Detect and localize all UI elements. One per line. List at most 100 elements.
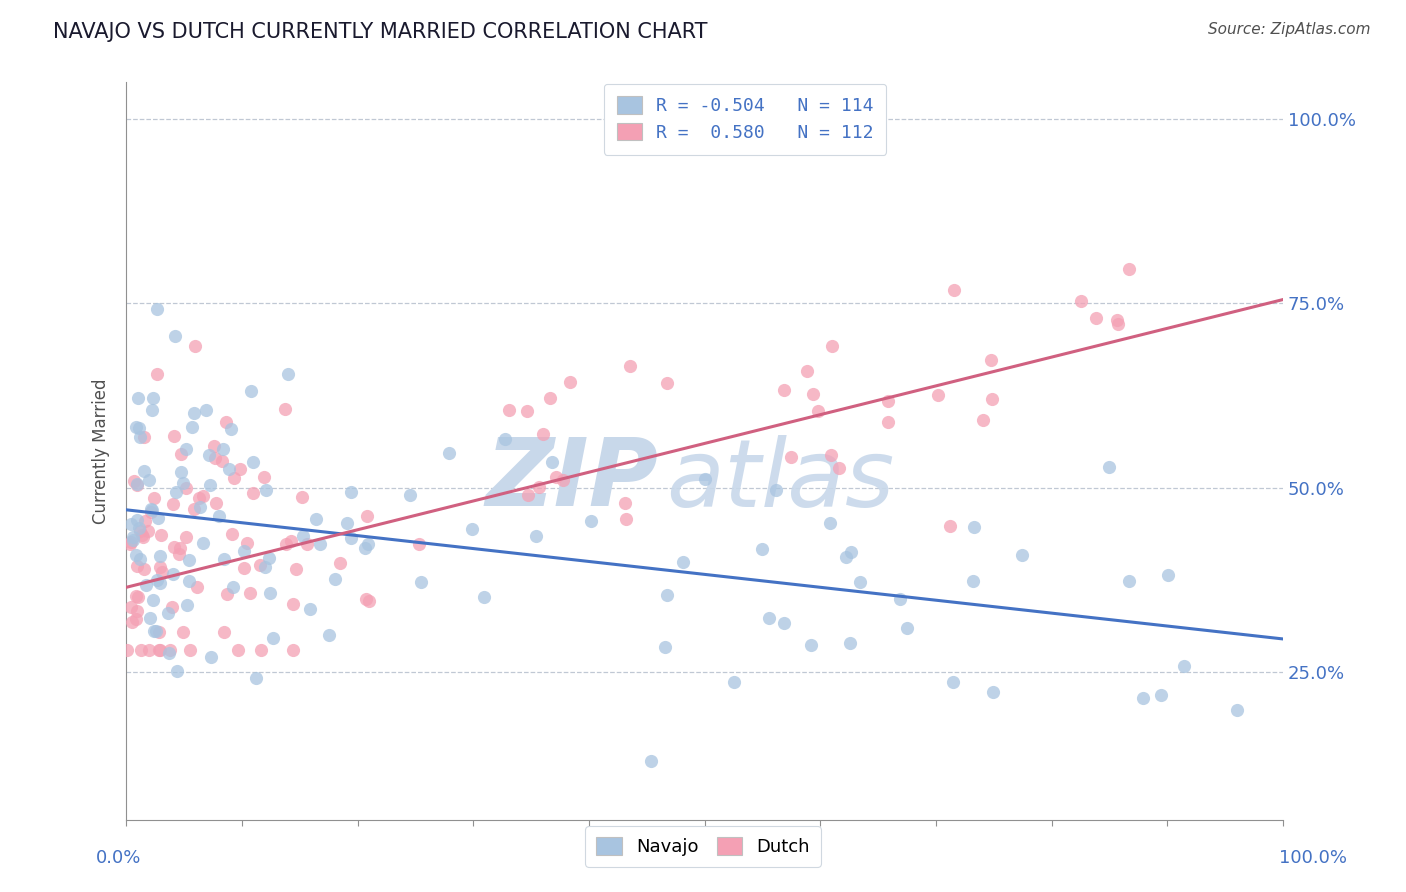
- Point: [198, 478, 221, 492]
- Point: [172, 476, 194, 491]
- Point: [695, 472, 717, 486]
- Point: [146, 302, 169, 317]
- Point: [191, 490, 214, 504]
- Point: [129, 430, 152, 444]
- Point: [141, 402, 163, 417]
- Point: [1107, 312, 1129, 326]
- Y-axis label: Currently Married: Currently Married: [93, 378, 110, 524]
- Point: [359, 594, 381, 608]
- Point: [132, 464, 155, 478]
- Point: [619, 359, 641, 373]
- Point: [1098, 460, 1121, 475]
- Point: [259, 585, 281, 599]
- Point: [127, 590, 149, 604]
- Point: [616, 512, 638, 526]
- Point: [128, 420, 150, 434]
- Point: [195, 403, 218, 417]
- Point: [461, 522, 484, 536]
- Point: [800, 638, 823, 652]
- Point: [211, 454, 233, 468]
- Point: [145, 624, 167, 639]
- Point: [1150, 688, 1173, 702]
- Point: [224, 471, 246, 485]
- Point: [215, 587, 238, 601]
- Point: [439, 446, 461, 460]
- Point: [655, 376, 678, 390]
- Point: [125, 589, 148, 603]
- Point: [218, 461, 240, 475]
- Point: [131, 643, 153, 657]
- Point: [179, 553, 201, 567]
- Point: [236, 535, 259, 549]
- Point: [181, 419, 204, 434]
- Point: [980, 353, 1002, 368]
- Point: [139, 502, 162, 516]
- Point: [1118, 574, 1140, 589]
- Point: [1156, 567, 1178, 582]
- Point: [253, 560, 276, 574]
- Point: [796, 364, 818, 378]
- Point: [242, 454, 264, 468]
- Point: [174, 442, 197, 456]
- Point: [172, 624, 194, 639]
- Point: [204, 496, 226, 510]
- Point: [981, 684, 1004, 698]
- Point: [281, 597, 304, 611]
- Point: [120, 535, 142, 549]
- Point: [136, 524, 159, 538]
- Point: [472, 591, 495, 605]
- Point: [176, 599, 198, 613]
- Point: [132, 430, 155, 444]
- Point: [174, 482, 197, 496]
- Point: [329, 556, 352, 570]
- Point: [212, 442, 235, 456]
- Point: [162, 566, 184, 581]
- Point: [229, 462, 252, 476]
- Point: [125, 548, 148, 562]
- Point: [156, 607, 179, 621]
- Point: [531, 427, 554, 442]
- Point: [120, 600, 142, 615]
- Point: [139, 610, 162, 624]
- Point: [516, 488, 538, 502]
- Point: [318, 627, 340, 641]
- Point: [120, 517, 142, 532]
- Point: [409, 575, 432, 590]
- Point: [304, 512, 326, 526]
- Point: [125, 420, 148, 434]
- Point: [163, 429, 186, 443]
- Point: [981, 392, 1004, 406]
- Point: [336, 516, 359, 530]
- Point: [579, 514, 602, 528]
- Point: [943, 283, 966, 297]
- Point: [828, 461, 851, 475]
- Point: [254, 483, 277, 497]
- Point: [516, 404, 538, 418]
- Point: [240, 384, 263, 398]
- Legend: R = -0.504   N = 114, R =  0.580   N = 112: R = -0.504 N = 114, R = 0.580 N = 112: [605, 84, 886, 154]
- Point: [274, 401, 297, 416]
- Point: [174, 531, 197, 545]
- Point: [1226, 702, 1249, 716]
- Point: [200, 650, 222, 665]
- Point: [129, 551, 152, 566]
- Text: ZIP: ZIP: [485, 434, 658, 526]
- Point: [242, 485, 264, 500]
- Point: [245, 671, 267, 685]
- Point: [323, 572, 346, 586]
- Point: [779, 450, 801, 464]
- Point: [356, 537, 378, 551]
- Point: [208, 509, 231, 524]
- Point: [250, 643, 273, 657]
- Point: [1085, 310, 1108, 325]
- Point: [127, 604, 149, 618]
- Point: [188, 491, 211, 506]
- Point: [115, 643, 138, 657]
- Point: [277, 367, 299, 381]
- Text: Source: ZipAtlas.com: Source: ZipAtlas.com: [1208, 22, 1371, 37]
- Point: [128, 521, 150, 535]
- Point: [214, 415, 236, 429]
- Point: [127, 392, 149, 406]
- Point: [297, 537, 319, 551]
- Point: [183, 339, 205, 353]
